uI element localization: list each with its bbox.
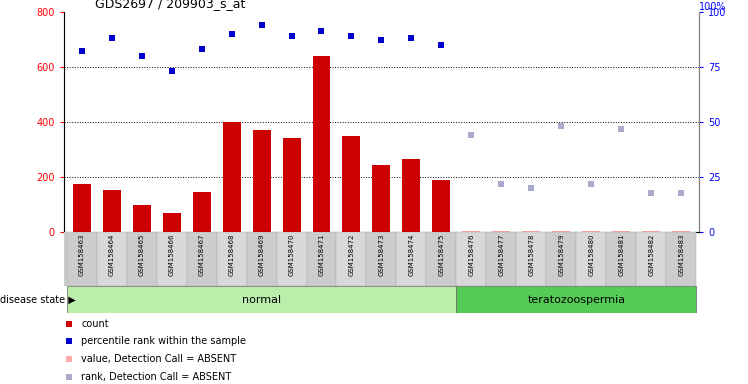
Text: GSM158463: GSM158463 (79, 234, 85, 276)
Text: GSM158478: GSM158478 (528, 234, 534, 276)
Text: value, Detection Call = ABSENT: value, Detection Call = ABSENT (82, 354, 236, 364)
Bar (367, 232, 396, 286)
Bar (643, 231, 660, 232)
Bar (222, 122, 241, 232)
Bar (67, 232, 96, 286)
Text: teratozoospermia: teratozoospermia (527, 295, 625, 305)
Bar (577, 232, 607, 286)
Bar (307, 232, 337, 286)
Bar (337, 232, 367, 286)
Text: GSM158479: GSM158479 (559, 234, 565, 276)
Text: count: count (82, 319, 109, 329)
Bar (253, 130, 271, 232)
Bar (432, 180, 450, 232)
Bar (637, 232, 666, 286)
Bar (516, 232, 547, 286)
Bar (666, 232, 696, 286)
Text: GSM158464: GSM158464 (108, 234, 114, 276)
Bar (553, 231, 571, 232)
Bar (343, 136, 361, 232)
Bar (216, 232, 247, 286)
Text: normal: normal (242, 295, 281, 305)
Text: GSM158465: GSM158465 (138, 234, 144, 276)
Bar (583, 231, 601, 232)
Text: GSM158474: GSM158474 (408, 234, 414, 276)
Bar (492, 231, 510, 232)
Bar (102, 190, 120, 232)
Bar (522, 231, 540, 232)
Bar (672, 231, 690, 232)
Bar (373, 165, 390, 232)
Text: disease state ▶: disease state ▶ (0, 295, 76, 305)
Text: GSM158467: GSM158467 (198, 234, 204, 276)
Bar (186, 232, 216, 286)
Bar (73, 184, 91, 232)
Bar (396, 232, 426, 286)
Bar (67, 286, 456, 313)
Text: GSM158477: GSM158477 (498, 234, 504, 276)
Text: rank, Detection Call = ABSENT: rank, Detection Call = ABSENT (82, 372, 232, 382)
Bar (156, 232, 186, 286)
Text: GSM158466: GSM158466 (168, 234, 174, 276)
Bar (613, 231, 631, 232)
Text: GSM158469: GSM158469 (259, 234, 265, 276)
Bar (547, 232, 577, 286)
Text: GSM158473: GSM158473 (378, 234, 384, 276)
Bar (607, 232, 637, 286)
Bar (456, 286, 696, 313)
Text: GSM158481: GSM158481 (619, 234, 625, 276)
Text: GSM158475: GSM158475 (438, 234, 444, 276)
Bar (426, 232, 456, 286)
Bar (247, 232, 277, 286)
Text: GDS2697 / 209903_s_at: GDS2697 / 209903_s_at (96, 0, 246, 10)
Text: GSM158476: GSM158476 (468, 234, 474, 276)
Bar (192, 192, 210, 232)
Bar (96, 232, 126, 286)
Bar (402, 159, 420, 232)
Bar (126, 232, 156, 286)
Text: GSM158470: GSM158470 (289, 234, 295, 276)
Text: percentile rank within the sample: percentile rank within the sample (82, 336, 246, 346)
Text: GSM158472: GSM158472 (349, 234, 355, 276)
Text: GSM158468: GSM158468 (229, 234, 235, 276)
Bar (462, 231, 480, 232)
Bar (132, 205, 150, 232)
Bar (456, 232, 486, 286)
Bar (313, 56, 331, 232)
Text: GSM158483: GSM158483 (678, 234, 684, 276)
Bar (486, 232, 516, 286)
Text: 100%: 100% (699, 2, 727, 12)
Bar (277, 232, 307, 286)
Text: GSM158480: GSM158480 (589, 234, 595, 276)
Bar (283, 139, 301, 232)
Bar (162, 213, 180, 232)
Text: GSM158471: GSM158471 (319, 234, 325, 276)
Text: GSM158482: GSM158482 (649, 234, 654, 276)
